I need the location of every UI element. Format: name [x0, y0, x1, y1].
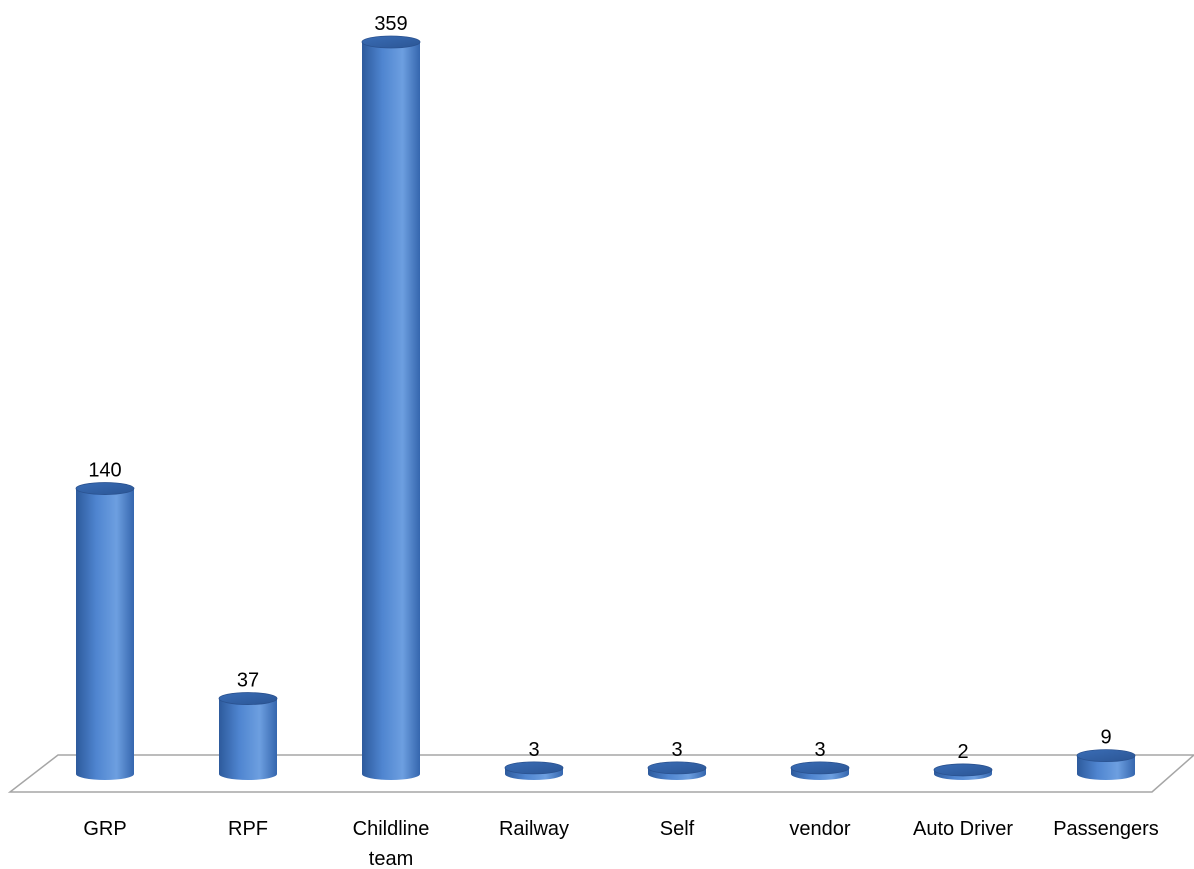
- category-label-passengers: Passengers: [1053, 818, 1159, 840]
- category-label-vendor: vendor: [789, 818, 850, 840]
- bar-top-childline-team: [361, 35, 421, 49]
- bar-childline-team: [361, 35, 421, 780]
- data-label-vendor: 3: [814, 739, 825, 761]
- category-label-grp: GRP: [83, 818, 126, 840]
- bar-top-railway: [504, 761, 564, 775]
- data-label-railway: 3: [528, 739, 539, 761]
- data-label-childline-team: 359: [374, 13, 407, 35]
- bar-railway: [504, 761, 564, 780]
- category-label-rpf: RPF: [228, 818, 268, 840]
- chart-floor: [7, 754, 1194, 793]
- category-label-railway: Railway: [499, 818, 569, 840]
- bar-top-self: [647, 761, 707, 775]
- bar-top-rpf: [218, 692, 278, 705]
- bar-top-vendor: [790, 761, 850, 775]
- bar-body-grp: [76, 488, 134, 780]
- bar-top-grp: [75, 482, 135, 495]
- category-label-childline-team: Childline team: [353, 818, 430, 869]
- bar-top-auto-driver: [933, 763, 993, 777]
- category-label-self: Self: [660, 818, 695, 840]
- bar-body-passengers: [1077, 755, 1135, 780]
- bar-body-rpf: [219, 698, 277, 780]
- bar-passengers: [1076, 749, 1136, 780]
- data-label-grp: 140: [88, 460, 121, 482]
- bar-vendor: [790, 761, 850, 780]
- bar-rpf: [218, 692, 278, 780]
- bar-auto-driver: [933, 763, 993, 780]
- bar-grp: [75, 482, 135, 780]
- data-label-rpf: 37: [237, 670, 259, 692]
- data-label-auto-driver: 2: [957, 741, 968, 763]
- category-label-auto-driver: Auto Driver: [913, 818, 1013, 840]
- bar-body-childline-team: [362, 42, 420, 780]
- data-label-passengers: 9: [1100, 727, 1111, 749]
- data-label-self: 3: [671, 739, 682, 761]
- bar-self: [647, 761, 707, 780]
- bar-top-passengers: [1076, 749, 1136, 763]
